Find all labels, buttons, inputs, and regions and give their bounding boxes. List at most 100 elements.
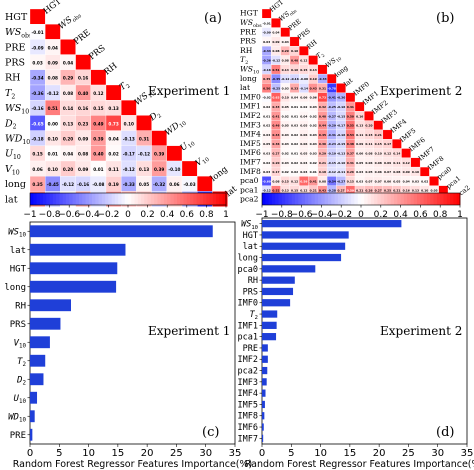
colorbar-segment: [209, 193, 214, 205]
cell-value: -0.12: [328, 170, 336, 174]
cell-value: 0.13: [310, 68, 317, 72]
cell-value: 0.20: [365, 124, 372, 128]
cell-value: 0.73: [319, 96, 326, 100]
category-label-WD10: WD10: [8, 412, 26, 423]
bar: [262, 231, 349, 239]
cell-value: 0.19: [108, 182, 118, 187]
colorbar-segment: [413, 193, 418, 205]
colorbar-segment: [52, 193, 57, 205]
colorbar-segment: [30, 193, 34, 205]
cell-value: 0.14: [393, 152, 400, 156]
cell-value: -0.12: [281, 77, 289, 81]
cell-value: 0.02: [108, 152, 118, 157]
cell-value: 0.33: [291, 86, 298, 90]
category-label-IMF7: IMF7: [238, 434, 258, 444]
cell-value: 0.37: [347, 152, 354, 156]
cell-value: -0.29: [328, 124, 336, 128]
cell-value: 0.31: [139, 136, 149, 141]
cell-value: 0.73: [108, 121, 118, 126]
cell-value: 0.06: [32, 167, 42, 172]
colorbar-tick-label: 0: [358, 210, 364, 220]
colorbar-segment: [380, 193, 385, 205]
category-label-pca1: pca1: [238, 333, 258, 343]
colorbar-segment: [308, 193, 312, 205]
row-label-IMF7: IMF7: [240, 157, 261, 166]
colorbar-segment: [111, 193, 116, 205]
cell-value: 0.19: [310, 77, 317, 81]
row-label-lat: lat: [5, 194, 18, 205]
row-label-D2: D2: [4, 118, 17, 130]
cell-value: -0.13: [337, 152, 345, 156]
colorbar-tick-label: −0.4: [78, 210, 100, 220]
category-label-T2: T2: [17, 357, 26, 368]
cell-value: 0.03: [291, 124, 298, 128]
cell-value: -0.15: [337, 142, 345, 146]
colorbar-tick-label: 0.6: [413, 210, 428, 220]
bar: [262, 253, 342, 262]
cell-value: 0.43: [319, 189, 326, 193]
row-label-IMF4: IMF4: [240, 130, 261, 139]
cell-value: 0.05: [356, 161, 363, 165]
panel-a: HGTWSobsPREPRSRHT2WS10D2WD10U10V10longla…: [4, 0, 239, 220]
cell-value: 0.08: [393, 170, 400, 174]
colorbar-segment: [118, 193, 122, 205]
cell-value: 0.11: [365, 142, 372, 146]
colorbar-segment: [186, 193, 191, 205]
cell-value: -0.10: [337, 161, 345, 165]
colorbar-segment: [410, 193, 415, 205]
cell-value: 0.20: [63, 136, 73, 141]
colorbar-tick-label: 1: [223, 210, 229, 220]
cell-value: 0.20: [272, 161, 279, 165]
diagonal-label-HGT: HGT: [42, 0, 64, 17]
cell-value: 0.43: [310, 86, 317, 90]
cell-value: 0.45: [319, 133, 326, 137]
category-label-PRS: PRS: [10, 320, 26, 330]
colorbar-tick-label: −0.4: [310, 210, 332, 220]
row-label-IMF8: IMF8: [240, 167, 261, 176]
bar: [262, 344, 268, 352]
colorbar-segment: [364, 193, 368, 205]
cell-value: 0.26: [365, 189, 372, 193]
colorbar-segment: [456, 193, 461, 205]
cell-value: -0.14: [300, 86, 308, 90]
cell-value: 0.53: [347, 133, 354, 137]
colorbar-segment: [196, 193, 201, 205]
row-label-V10: V10: [5, 164, 20, 176]
diagonal-label-PRS: PRS: [87, 43, 107, 62]
cell-value: -0.12: [138, 152, 150, 157]
cell-value: 0.12: [300, 189, 307, 193]
cell-value: -0.16: [32, 106, 44, 111]
row-label-long: long: [5, 179, 26, 190]
category-label-IMF5: IMF5: [238, 400, 258, 410]
cell-value: 0.04: [291, 96, 298, 100]
x-axis-label: Random Forest Regressor Features Importa…: [245, 459, 474, 470]
cell-value: 0.36: [272, 142, 279, 146]
bar: [262, 378, 267, 386]
row-label-PRE: PRE: [5, 42, 26, 53]
cell-value: -0.12: [262, 189, 270, 193]
colorbar-tick-label: −0.2: [97, 210, 119, 220]
cell-value: 0.13: [356, 124, 363, 128]
colorbar-segment: [154, 193, 158, 205]
cell-value: 0.04: [282, 40, 289, 44]
cell-value: 0.13: [282, 189, 289, 193]
cell-value: 0.11: [108, 167, 118, 172]
colorbar-segment: [265, 193, 269, 205]
cell-value: 0.46: [272, 124, 279, 128]
bar: [262, 412, 265, 420]
x-tick-label: 10: [82, 448, 95, 459]
category-label-IMF0: IMF0: [238, 299, 258, 309]
cell-value: 0.25: [384, 189, 391, 193]
row-label-RH: RH: [240, 46, 253, 55]
colorbar-segment: [407, 193, 411, 205]
x-tick-label: 10: [314, 448, 327, 459]
cell-value: 0.16: [356, 114, 363, 118]
colorbar-segment: [440, 193, 444, 205]
cell-value: 0.05: [282, 105, 289, 109]
colorbar-segment: [137, 193, 142, 205]
cell-value: -0.28: [328, 189, 336, 193]
cell-value: 0.33: [272, 105, 279, 109]
cell-value: 0.15: [347, 179, 354, 183]
cell-value: -0.34: [32, 76, 44, 81]
panel-label: (a): [204, 11, 222, 26]
